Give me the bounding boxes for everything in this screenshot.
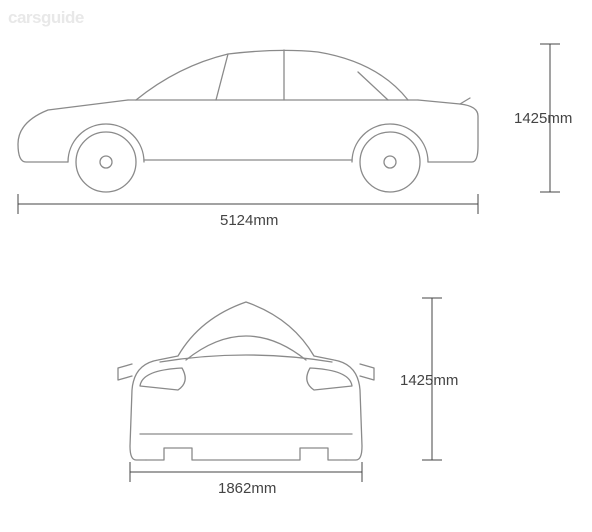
front-height-label: 1425mm <box>400 372 458 389</box>
side-height-label: 1425mm <box>514 110 572 127</box>
front-width-label: 1862mm <box>218 480 276 497</box>
side-view-car <box>0 0 592 532</box>
side-length-label: 5124mm <box>220 212 278 229</box>
